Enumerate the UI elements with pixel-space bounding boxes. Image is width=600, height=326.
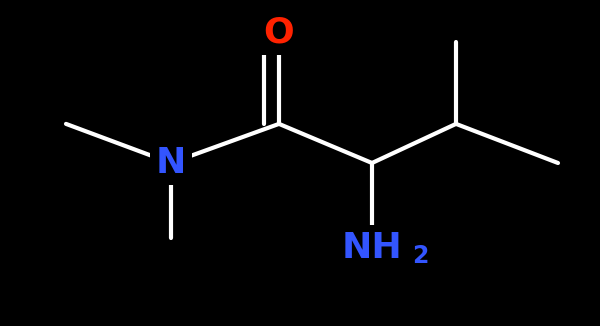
Text: O: O [263,16,295,50]
Text: NH: NH [341,231,403,265]
Text: 2: 2 [412,244,428,268]
Text: N: N [156,146,186,180]
